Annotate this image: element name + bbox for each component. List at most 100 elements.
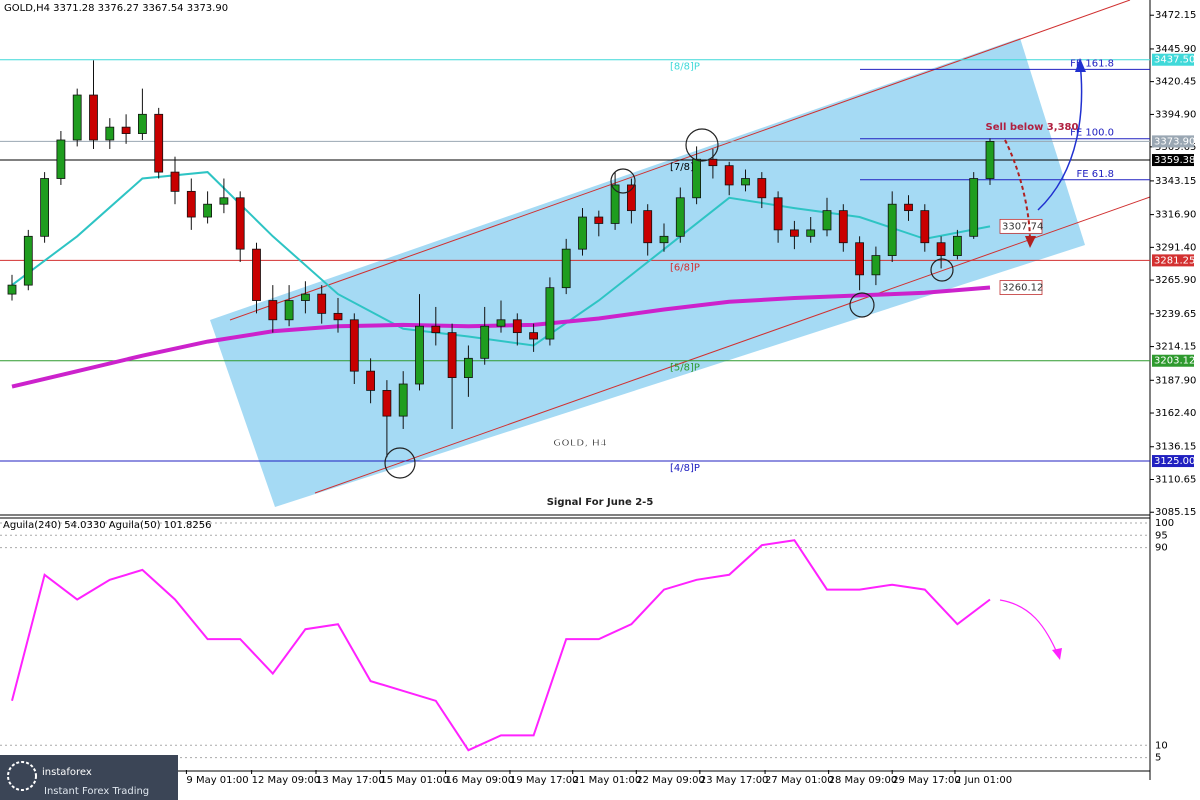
circle bbox=[849, 292, 875, 318]
y-tick-label: 3136.15 bbox=[1155, 442, 1196, 453]
candle-body bbox=[871, 255, 881, 276]
candle-body bbox=[643, 210, 653, 244]
y-tick-label: 3085.15 bbox=[1155, 507, 1196, 518]
candle-body bbox=[382, 390, 392, 417]
ma-label-box bbox=[999, 280, 1043, 295]
level-price: 3437.50 bbox=[1154, 55, 1195, 66]
highlight-circles bbox=[384, 128, 954, 479]
candle-body bbox=[366, 370, 375, 391]
candle-body bbox=[626, 184, 636, 212]
level-price-box bbox=[1152, 53, 1194, 66]
x-tick-label: 12 May 09:00 bbox=[252, 775, 321, 786]
level-price: 3125.00 bbox=[1154, 456, 1195, 467]
y-tick-label: 3239.65 bbox=[1155, 309, 1196, 320]
candle-body bbox=[529, 332, 538, 340]
candle-body bbox=[887, 203, 897, 256]
candle-body bbox=[659, 235, 669, 244]
candle-body bbox=[186, 190, 196, 218]
x-tick-label: 16 May 09:00 bbox=[446, 775, 515, 786]
logo-tagline: Instant Forex Trading bbox=[44, 786, 149, 797]
level-price-box bbox=[1152, 354, 1194, 367]
x-tick-label: 15 May 01:00 bbox=[380, 775, 449, 786]
fe-label: FE 161.8 bbox=[1070, 58, 1114, 69]
candle-body bbox=[300, 293, 310, 301]
channel-lower bbox=[314, 196, 1151, 494]
candle-body bbox=[284, 300, 294, 321]
candle-body bbox=[904, 203, 913, 212]
level-name: [5/8]P bbox=[670, 363, 700, 374]
marks: 3472.153445.903420.453394.903369.653343.… bbox=[0, 10, 1196, 786]
x-tick-label: 27 May 01:00 bbox=[765, 775, 834, 786]
candle-body bbox=[675, 197, 685, 237]
level-name: [6/8]P bbox=[670, 262, 700, 273]
candle-body bbox=[496, 319, 506, 327]
y-tick-label: 3472.15 bbox=[1155, 10, 1196, 21]
candle-body bbox=[317, 293, 327, 314]
candle-body bbox=[447, 332, 457, 378]
indicator-tick-label: 5 bbox=[1155, 753, 1161, 764]
x-tick-label: 29 May 17:00 bbox=[892, 775, 961, 786]
x-tick-label: 21 May 01:00 bbox=[573, 775, 642, 786]
candle-body bbox=[789, 229, 799, 237]
y-tick-label: 3445.90 bbox=[1155, 44, 1196, 55]
logo-bg bbox=[0, 755, 178, 800]
x-tick-label: 23 May 17:00 bbox=[700, 775, 769, 786]
indicator-tick-label: 90 bbox=[1155, 543, 1168, 554]
level-price-box bbox=[1152, 135, 1194, 148]
candle-body bbox=[398, 383, 408, 417]
ma-label: 3260.12 bbox=[1002, 283, 1043, 294]
y-tick-label: 3110.65 bbox=[1155, 474, 1196, 485]
candle-body bbox=[252, 248, 261, 301]
y-tick-label: 3162.40 bbox=[1155, 408, 1196, 419]
y-tick-label: 3420.45 bbox=[1155, 77, 1196, 88]
ma-label-box bbox=[999, 218, 1043, 234]
annotation: Sell below 3,380 bbox=[986, 122, 1079, 133]
candle-body bbox=[757, 178, 767, 199]
candle-body bbox=[806, 229, 816, 237]
x-tick-label: 9 May 01:00 bbox=[186, 775, 248, 786]
candle-body bbox=[952, 235, 962, 256]
candle-body bbox=[349, 319, 359, 372]
logo-icon bbox=[7, 761, 37, 791]
level-price: 3373.90 bbox=[1154, 136, 1195, 147]
arrow-down bbox=[1004, 139, 1031, 243]
candle-body bbox=[773, 197, 783, 231]
candle-body bbox=[838, 210, 848, 244]
candle-body bbox=[692, 158, 701, 199]
y-tick-label: 3187.90 bbox=[1155, 375, 1196, 386]
candle-body bbox=[985, 141, 995, 179]
candle-body bbox=[415, 325, 424, 385]
candle-body bbox=[235, 197, 245, 250]
candle-body bbox=[822, 210, 832, 231]
level-price-box bbox=[1152, 254, 1194, 267]
candle-body bbox=[154, 113, 164, 173]
candle-body bbox=[203, 203, 212, 218]
channel bbox=[210, 38, 1085, 507]
level-name: [8/8]P bbox=[670, 62, 700, 73]
circle bbox=[610, 168, 636, 194]
candle-body bbox=[268, 300, 278, 321]
indicator-label: Aguila(240) 54.0330 Aguila(50) 101.8256 bbox=[3, 520, 211, 531]
indicator-tick-label: 95 bbox=[1155, 530, 1168, 541]
candle-body bbox=[545, 287, 555, 340]
candle-body bbox=[708, 158, 718, 167]
logo-name: instaforex bbox=[42, 767, 92, 778]
chart-title: GOLD, H4 bbox=[553, 438, 607, 449]
candle-body bbox=[594, 216, 604, 224]
level-name: [7/8]P bbox=[670, 162, 700, 173]
circle bbox=[930, 258, 954, 282]
candle-body bbox=[333, 312, 343, 321]
candle-body bbox=[431, 325, 441, 334]
candle-body bbox=[219, 197, 229, 205]
candle-body bbox=[920, 210, 930, 244]
candle-body bbox=[170, 171, 180, 192]
fe-label: FE 61.8 bbox=[1076, 169, 1114, 180]
y-tick-label: 3394.90 bbox=[1155, 109, 1196, 120]
indicator-tick-label: 100 bbox=[1155, 518, 1174, 529]
level-price-box bbox=[1152, 455, 1194, 468]
x-tick-label: 13 May 17:00 bbox=[316, 775, 385, 786]
y-tick-label: 3291.40 bbox=[1155, 242, 1196, 253]
candle-body bbox=[578, 216, 587, 250]
level-name: [4/8]P bbox=[670, 463, 700, 474]
